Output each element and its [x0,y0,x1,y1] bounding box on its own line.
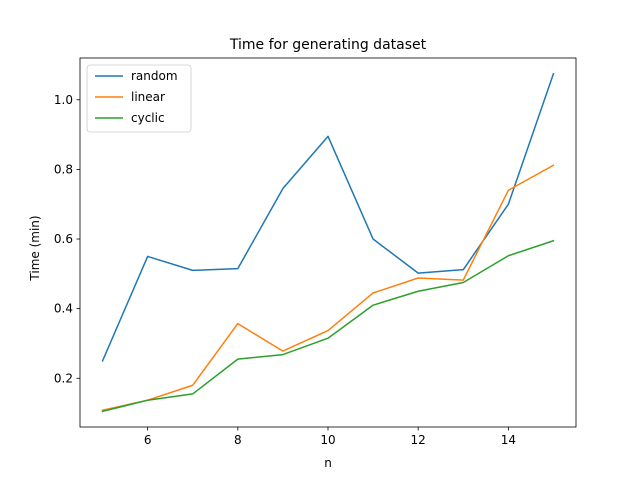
x-tick-label: 14 [501,433,516,447]
x-tick-label: 8 [234,433,242,447]
y-axis-label: Time (min) [28,215,42,281]
x-tick-label: 10 [320,433,335,447]
x-tick-label: 12 [411,433,426,447]
y-tick-label: 1.0 [54,93,73,107]
series-line-linear [101,164,555,412]
y-tick-label: 0.6 [54,232,73,246]
y-tick-label: 0.2 [54,371,73,385]
series-line-cyclic [101,239,555,413]
plot-area: 6 8 10 12 14 0.2 0.4 0.6 0.8 1.0 [54,57,577,447]
x-axis-label: n [324,456,332,470]
series-line-random [101,72,555,362]
legend-box [86,64,192,133]
x-tick-label: 6 [144,433,152,447]
legend-label-cyclic: cyclic [131,111,165,125]
legend: random linear cyclic [86,64,192,133]
legend-label-random: random [131,69,178,83]
y-tick-label: 0.8 [54,162,73,176]
chart-title: Time for generating dataset [229,37,427,53]
y-tick-label: 0.4 [54,302,73,316]
legend-label-linear: linear [131,90,165,104]
